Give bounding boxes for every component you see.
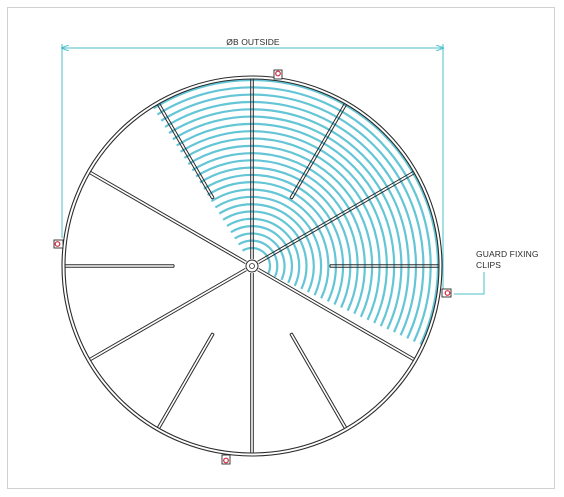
callout-label-line-2: CLIPS (476, 260, 501, 270)
mesh-ring (172, 115, 403, 330)
clip-hole (444, 290, 451, 296)
short-spoke-end (211, 197, 215, 200)
diameter-dimension: ØB OUTSIDE (62, 37, 443, 290)
mesh-ring (238, 239, 279, 278)
mesh-ring (234, 232, 286, 281)
main-spoke (257, 170, 414, 262)
mesh-ring (222, 210, 308, 290)
clip-hole (54, 241, 61, 247)
short-spoke (159, 103, 215, 199)
mesh-ring (214, 195, 323, 296)
outer-rim-outer (61, 75, 443, 457)
mesh-ring (156, 86, 432, 342)
main-spoke (90, 170, 247, 262)
mesh-ring (210, 188, 330, 299)
clip-bottom (221, 454, 231, 465)
mesh-rings (152, 78, 440, 346)
short-spoke-end (211, 332, 215, 335)
mesh-ring (168, 108, 410, 333)
mesh-ring (176, 122, 396, 327)
mesh-ring (160, 93, 425, 339)
clip-left (53, 239, 64, 249)
short-spoke-end (289, 197, 293, 200)
outer-rim-inner (64, 78, 440, 454)
short-spoke (291, 332, 348, 428)
mesh-ring (183, 137, 381, 321)
short-spoke (291, 104, 348, 200)
callout-leader (454, 272, 485, 295)
clip-hole (223, 457, 229, 464)
mesh-ring (241, 246, 272, 275)
dimension-label: ØB OUTSIDE (226, 37, 280, 47)
callout-label-line-1: GUARD FIXING (476, 249, 539, 259)
clip-hole (275, 70, 281, 77)
short-spoke (156, 104, 213, 200)
mesh-ring (207, 181, 337, 302)
mesh-ring (218, 203, 315, 293)
mesh-ring (199, 166, 352, 308)
mesh-ring (195, 159, 359, 312)
mesh-ring (180, 130, 388, 324)
main-spoke (90, 270, 247, 362)
main-spoke (89, 267, 246, 359)
clip-right (441, 288, 452, 298)
mesh-ring (230, 225, 293, 284)
main-spoke (89, 173, 246, 265)
short-spoke (156, 332, 213, 428)
mesh-ring (226, 217, 301, 287)
clip-top (273, 69, 283, 80)
mesh-ring (191, 152, 366, 315)
mesh-ring (187, 144, 374, 318)
main-spoke (258, 173, 415, 265)
guard-fixing-clips-callout: GUARD FIXING CLIPS (454, 249, 539, 295)
mesh-ring (164, 100, 418, 336)
fixing-clips (53, 69, 452, 465)
mesh-ring (203, 173, 345, 305)
mesh-ring (152, 78, 440, 346)
hub-inner (249, 263, 255, 269)
short-spoke (289, 103, 345, 199)
main-spoke (257, 270, 414, 362)
hub-outer (245, 259, 259, 273)
short-spoke (159, 333, 215, 429)
main-spoke (258, 267, 415, 359)
guard-frame (61, 75, 443, 457)
short-spoke (289, 333, 345, 429)
short-spoke-end (289, 332, 293, 335)
